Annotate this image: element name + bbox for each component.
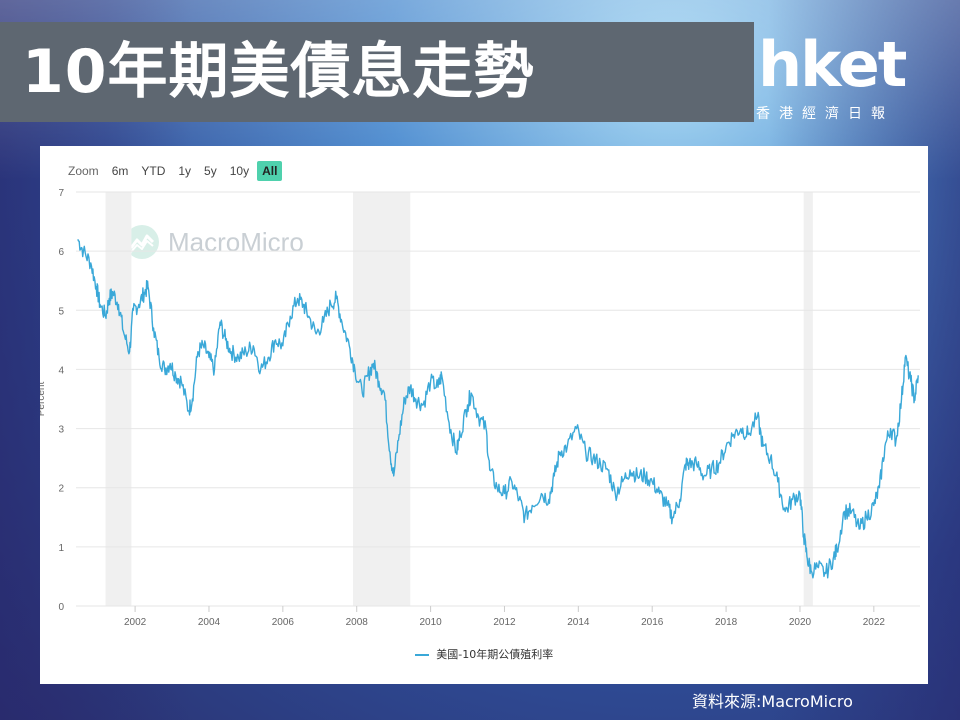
y-tick-label: 7	[58, 188, 64, 199]
zoom-label: Zoom	[68, 164, 99, 178]
brand-logo: hket	[758, 28, 907, 101]
x-tick-label: 2020	[789, 617, 812, 628]
recession-band-2	[803, 192, 813, 606]
x-tick-label: 2014	[567, 617, 590, 628]
zoom-bar: Zoom 6m YTD 1y 5y 10y All	[68, 160, 285, 182]
y-tick-label: 0	[58, 602, 64, 613]
x-tick-label: 2006	[272, 617, 295, 628]
y-tick-label: 6	[58, 247, 64, 258]
x-tick-label: 2018	[715, 617, 738, 628]
y-tick-label: 4	[58, 365, 64, 376]
y-tick-label: 5	[58, 306, 64, 317]
x-tick-label: 2010	[419, 617, 442, 628]
brand-subtitle: 香港經濟日報	[756, 106, 894, 122]
x-tick-label: 2002	[124, 617, 147, 628]
source-note: 資料來源:MacroMicro	[692, 692, 853, 711]
recession-band-0	[105, 192, 132, 606]
line-chart: 0 1 2 3 4 5 6 7 2002 2004 2006 2008 2010 2012 2014 2016…	[40, 188, 920, 628]
recession-band-1	[353, 192, 411, 606]
x-tick-label: 2004	[198, 617, 221, 628]
y-tick-label: 1	[58, 543, 64, 554]
x-tick-label: 2016	[641, 617, 664, 628]
zoom-10y-button[interactable]: 10y	[229, 164, 250, 178]
legend[interactable]: 美國-10年期公債殖利率	[40, 646, 928, 662]
zoom-1y-button[interactable]: 1y	[178, 164, 192, 178]
legend-line-icon	[414, 654, 429, 656]
zoom-6m-button[interactable]: 6m	[111, 164, 129, 178]
y-tick-label: 2	[58, 484, 64, 495]
y-tick-label: 3	[58, 425, 64, 436]
series-line-us10y	[77, 239, 919, 579]
x-tick-label: 2008	[346, 617, 369, 628]
zoom-5y-button[interactable]: 5y	[204, 164, 217, 178]
legend-label: 美國-10年期公債殖利率	[436, 648, 554, 661]
title-banner	[0, 22, 754, 122]
y-axis-label: Percent	[40, 382, 47, 417]
x-tick-label: 2012	[493, 617, 516, 628]
page-title: 10年期美債息走勢	[22, 37, 535, 107]
zoom-ytd-button[interactable]: YTD	[141, 164, 166, 178]
x-tick-label: 2022	[863, 617, 886, 628]
zoom-all-button[interactable]: All	[257, 161, 283, 181]
macromicro-logo-icon	[125, 225, 159, 259]
